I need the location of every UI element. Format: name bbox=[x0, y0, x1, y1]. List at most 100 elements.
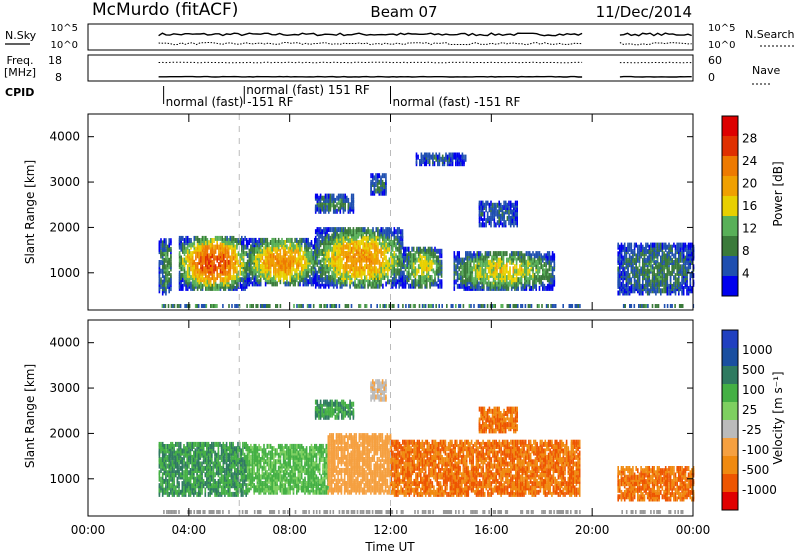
near-range-cell bbox=[489, 304, 492, 308]
range-gate-cell bbox=[248, 261, 251, 267]
range-gate-cell bbox=[506, 279, 508, 285]
range-gate-cell bbox=[208, 240, 210, 246]
range-gate-cell bbox=[455, 152, 457, 158]
range-gate-cell bbox=[302, 255, 305, 261]
range-gate-cell bbox=[161, 454, 164, 460]
range-gate-cell bbox=[463, 154, 465, 160]
range-gate-cell bbox=[382, 227, 384, 233]
range-gate-cell bbox=[263, 237, 265, 243]
near-range-cell bbox=[579, 304, 581, 308]
range-gate-cell bbox=[514, 264, 516, 270]
range-gate-cell bbox=[244, 275, 246, 281]
range-gate-cell bbox=[161, 251, 164, 257]
range-gate-cell bbox=[287, 270, 290, 276]
freq-unit-label: [MHz] bbox=[4, 66, 36, 79]
range-gate-cell bbox=[158, 476, 161, 482]
range-gate-cell bbox=[681, 268, 683, 274]
range-gate-cell bbox=[437, 154, 439, 160]
range-gate-cell bbox=[226, 262, 228, 267]
near-range-cell bbox=[524, 304, 527, 308]
range-gate-cell bbox=[535, 275, 537, 281]
range-gate-cell bbox=[426, 255, 428, 261]
near-range-cell bbox=[423, 304, 425, 308]
range-gate-cell bbox=[520, 251, 523, 257]
range-gate-cell bbox=[492, 266, 495, 272]
range-gate-cell bbox=[456, 283, 459, 289]
range-gate-cell bbox=[268, 246, 270, 252]
range-gate-cell bbox=[229, 235, 232, 241]
near-range-cell bbox=[202, 304, 204, 308]
near-range-cell bbox=[302, 304, 304, 308]
near-range-cell bbox=[562, 304, 564, 308]
range-gate-cell bbox=[184, 472, 187, 478]
range-gate-cell bbox=[219, 281, 222, 287]
range-gate-cell bbox=[678, 266, 680, 272]
range-gate-cell bbox=[663, 283, 665, 289]
range-gate-cell bbox=[168, 491, 170, 497]
range-gate-cell bbox=[341, 257, 343, 263]
range-gate-cell bbox=[663, 242, 665, 248]
near-range-cell bbox=[651, 304, 654, 308]
range-gate-cell bbox=[318, 195, 320, 201]
range-gate-cell bbox=[291, 270, 293, 276]
range-gate-cell bbox=[504, 205, 507, 210]
range-gate-cell bbox=[342, 206, 345, 212]
range-gate-cell bbox=[189, 459, 192, 465]
range-gate-cell bbox=[377, 227, 379, 233]
range-gate-cell bbox=[186, 257, 189, 263]
range-gate-cell bbox=[234, 248, 237, 254]
range-gate-cell bbox=[227, 264, 230, 270]
range-gate-cell bbox=[181, 470, 184, 476]
range-gate-cell bbox=[377, 268, 379, 274]
range-gate-cell bbox=[617, 251, 619, 257]
range-gate-cell bbox=[264, 237, 267, 243]
range-gate-cell bbox=[502, 283, 505, 289]
range-gate-cell bbox=[346, 270, 348, 276]
range-gate-cell bbox=[416, 246, 418, 252]
range-gate-cell bbox=[617, 290, 619, 296]
range-gate-cell bbox=[478, 285, 480, 291]
range-gate-cell bbox=[437, 283, 440, 289]
range-gate-cell bbox=[419, 246, 422, 252]
range-gate-cell bbox=[253, 255, 255, 261]
range-gate-cell bbox=[188, 470, 190, 476]
near-range-cell bbox=[250, 304, 253, 308]
range-gate-cell bbox=[663, 251, 665, 257]
range-gate-cell bbox=[382, 257, 384, 263]
range-gate-cell bbox=[226, 277, 228, 283]
range-gate-cell bbox=[395, 268, 397, 274]
range-gate-cell bbox=[411, 279, 413, 285]
range-gate-cell bbox=[347, 251, 350, 256]
range-gate-cell bbox=[512, 257, 515, 263]
range-gate-cell bbox=[465, 279, 467, 285]
range-gate-cell bbox=[201, 283, 204, 289]
range-gate-cell bbox=[486, 257, 488, 263]
range-gate-cell bbox=[542, 264, 544, 270]
range-gate-cell bbox=[297, 272, 300, 278]
range-gate-cell bbox=[481, 268, 483, 274]
range-gate-cell bbox=[185, 235, 187, 241]
range-gate-cell bbox=[646, 290, 649, 296]
range-gate-cell bbox=[445, 152, 447, 158]
range-gate-cell bbox=[189, 491, 192, 497]
range-gate-cell bbox=[480, 211, 482, 217]
range-gate-cell bbox=[495, 222, 497, 228]
range-gate-cell bbox=[218, 283, 220, 289]
range-gate-cell bbox=[504, 200, 507, 206]
range-gate-cell bbox=[646, 255, 649, 261]
near-range-cell bbox=[188, 304, 191, 308]
near-range-cell bbox=[435, 304, 437, 308]
range-gate-cell bbox=[291, 277, 293, 283]
range-gate-cell bbox=[653, 270, 655, 276]
near-range-cell bbox=[194, 304, 197, 308]
range-gate-cell bbox=[171, 483, 174, 489]
range-gate-cell bbox=[376, 182, 379, 187]
range-gate-cell bbox=[660, 288, 662, 294]
range-gate-cell bbox=[357, 231, 360, 237]
range-gate-cell bbox=[511, 202, 514, 208]
range-gate-cell bbox=[176, 441, 179, 447]
range-gate-cell bbox=[491, 202, 494, 208]
range-gate-cell bbox=[617, 277, 619, 283]
range-gate-cell bbox=[666, 279, 669, 285]
range-gate-cell bbox=[180, 259, 182, 265]
